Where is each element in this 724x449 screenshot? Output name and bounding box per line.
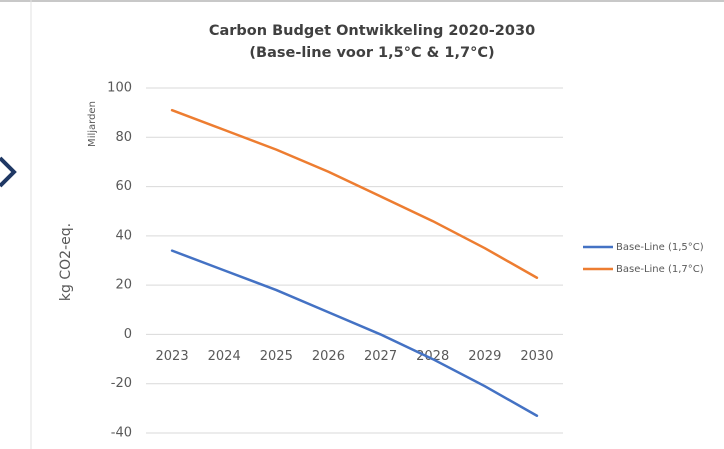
- nav-chevron: [0, 156, 17, 188]
- y-tick-label: 100: [107, 81, 132, 96]
- series-line: [170, 108, 539, 279]
- x-tick-label: 2025: [260, 349, 293, 364]
- y-axis-label: kg CO2-eq.: [58, 223, 74, 301]
- x-tick-label: 2024: [208, 349, 241, 364]
- x-tick-label: 2029: [468, 349, 501, 364]
- x-tick-label: 2026: [312, 349, 345, 364]
- y-tick-label: 20: [115, 278, 132, 293]
- y-tick-label: 0: [124, 327, 132, 342]
- legend-label: Base-Line (1,7°C): [616, 264, 704, 275]
- y-tick-label: 60: [115, 179, 132, 194]
- x-tick-label: 2028: [416, 349, 449, 364]
- x-tick-label: 2023: [156, 349, 189, 364]
- x-tick-label: 2030: [520, 349, 553, 364]
- series-line: [170, 249, 539, 417]
- y-tick-label: 80: [115, 130, 132, 145]
- legend-label: Base-Line (1,5°C): [616, 242, 704, 253]
- x-tick-label: 2027: [364, 349, 397, 364]
- y-tick-label: -40: [111, 426, 132, 441]
- chart-title: Carbon Budget Ontwikkeling 2020-2030: [209, 23, 535, 39]
- y-axis-unit: Miljarden: [87, 101, 98, 147]
- y-tick-label: -20: [111, 376, 132, 391]
- y-tick-label: 40: [115, 228, 132, 243]
- chart-subtitle: (Base-line voor 1,5°C & 1,7°C): [249, 45, 494, 61]
